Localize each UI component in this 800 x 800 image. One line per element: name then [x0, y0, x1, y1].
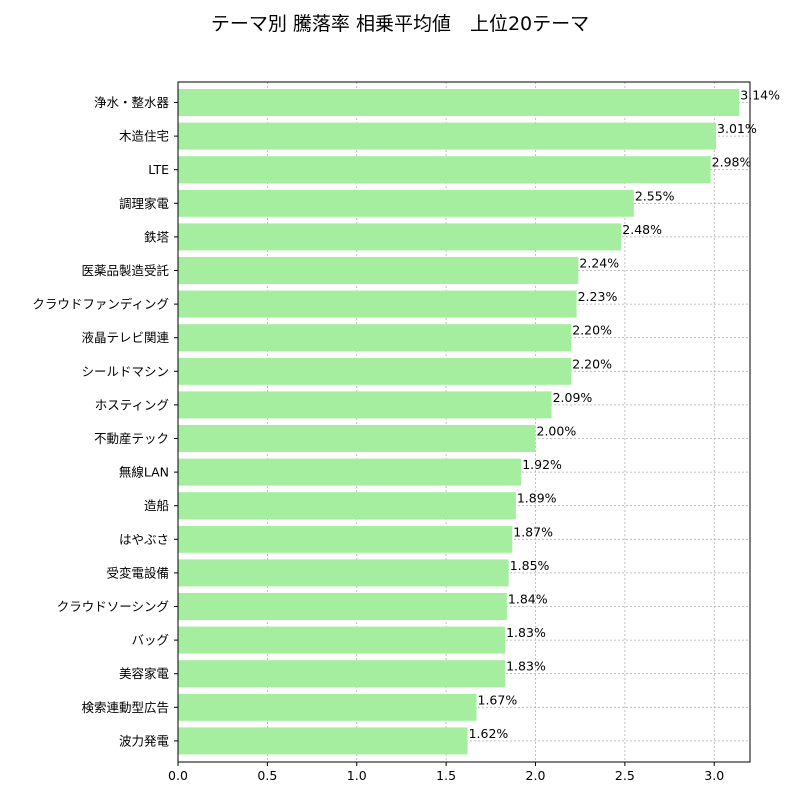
- x-tick-label: 3.0: [704, 768, 724, 783]
- bar: [178, 425, 536, 452]
- y-tick-label: 不動産テック: [94, 431, 169, 446]
- data-label: 2.24%: [579, 256, 619, 271]
- bar: [178, 626, 506, 654]
- data-label: 2.00%: [537, 424, 577, 439]
- bar: [178, 693, 477, 721]
- bars: [178, 89, 740, 755]
- data-labels: 3.14% 3.01% 2.98% 2.55% 2.48% 2.24% 2.23% 2.20%…: [469, 88, 781, 741]
- bar: [178, 89, 740, 116]
- chart-title: テーマ別 騰落率 相乗平均値 上位20テーマ: [211, 13, 589, 35]
- data-label: 1.89%: [517, 491, 557, 506]
- bar: [178, 324, 572, 352]
- y-tick-label: LTE: [148, 162, 169, 177]
- y-tick-label: 受変電設備: [106, 565, 169, 580]
- y-tick-label: 鉄塔: [144, 229, 170, 244]
- data-label: 2.48%: [622, 222, 662, 237]
- data-label: 2.09%: [553, 390, 593, 405]
- y-tick-label: 液晶テレビ関連: [81, 330, 169, 345]
- y-tick-label: 調理家電: [119, 196, 170, 211]
- data-label: 3.01%: [717, 121, 757, 136]
- y-tick-label: 木造住宅: [119, 129, 169, 144]
- data-label: 3.14%: [740, 88, 780, 103]
- y-tick-label: バッグ: [131, 633, 169, 648]
- data-label: 1.83%: [506, 659, 546, 674]
- bar: [178, 727, 468, 755]
- y-tick-label: 検索連動型広告: [81, 700, 169, 715]
- data-label: 1.85%: [510, 558, 550, 573]
- bar: [178, 223, 622, 251]
- bar: [178, 660, 506, 688]
- y-tick-label: シールドマシン: [81, 364, 169, 379]
- bar: [178, 525, 513, 553]
- data-label: 2.98%: [712, 155, 752, 170]
- bar: [178, 257, 579, 284]
- x-tick-label: 0.5: [257, 768, 277, 783]
- x-tick-label: 1.5: [436, 768, 456, 783]
- bar: [178, 122, 717, 150]
- x-tick-label: 2.5: [615, 768, 635, 783]
- bar: [178, 458, 522, 486]
- y-tick-label: 医薬品製造受託: [81, 263, 169, 278]
- y-tick-label: ホスティング: [95, 397, 169, 412]
- grid-lines: [177, 82, 750, 762]
- bar: [178, 357, 572, 385]
- data-label: 1.87%: [513, 524, 553, 539]
- data-label: 1.62%: [469, 726, 509, 741]
- x-tick-label: 0.0: [168, 768, 188, 783]
- data-label: 1.92%: [522, 457, 562, 472]
- x-axis: 0.0 0.5 1.0 1.5 2.0 2.5 3.0: [168, 762, 724, 783]
- bar: [178, 593, 507, 620]
- x-tick-label: 2.0: [526, 768, 546, 783]
- bar: [178, 290, 577, 318]
- y-tick-label: 波力発電: [119, 733, 170, 748]
- bar: [178, 156, 711, 184]
- data-label: 1.84%: [508, 592, 548, 607]
- data-label: 1.83%: [506, 625, 546, 640]
- plot-frame: [177, 81, 751, 763]
- data-label: 2.20%: [572, 323, 612, 338]
- y-tick-label: 浄水・整水器: [94, 95, 170, 110]
- bar: [178, 559, 509, 587]
- bar: [178, 189, 634, 217]
- y-tick-label: クラウドソーシング: [57, 599, 169, 614]
- y-tick-label: 造船: [144, 498, 169, 513]
- data-label: 2.20%: [572, 356, 612, 371]
- y-tick-label: はやぶさ: [119, 532, 169, 547]
- data-label: 2.23%: [578, 289, 618, 304]
- y-tick-label: クラウドファンディング: [32, 297, 169, 312]
- data-label: 1.67%: [478, 692, 518, 707]
- y-tick-label: 無線LAN: [119, 465, 169, 480]
- x-tick-label: 1.0: [347, 768, 367, 783]
- y-tick-label: 美容家電: [119, 666, 170, 681]
- bar: [178, 492, 516, 520]
- data-label: 2.55%: [635, 188, 675, 203]
- bar: [178, 391, 552, 419]
